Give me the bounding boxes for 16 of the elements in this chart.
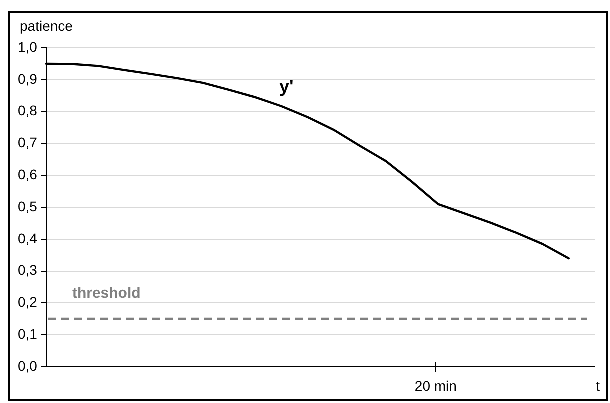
- y-tick-label: 0,2: [18, 294, 38, 310]
- y-tick-label: 0,0: [18, 358, 38, 374]
- y-tick-label: 0,9: [18, 70, 38, 87]
- ref-line-label: threshold: [72, 284, 141, 302]
- series-label: y': [280, 76, 294, 96]
- y-tick-label: 0,8: [18, 102, 38, 119]
- y-axis-title: patience: [20, 18, 74, 34]
- y-tick-label: 0,5: [18, 198, 38, 214]
- y-tick-label: 0,7: [18, 134, 38, 151]
- y-tick-label: 0,1: [18, 326, 38, 342]
- y-tick-label: 1,0: [18, 38, 38, 55]
- x-axis-title: t: [596, 378, 600, 394]
- y-tick-label: 0,4: [18, 230, 38, 246]
- y-tick-label: 0,3: [18, 262, 38, 278]
- text: 20 min: [414, 378, 457, 394]
- y-tick-label: 0,6: [18, 166, 38, 182]
